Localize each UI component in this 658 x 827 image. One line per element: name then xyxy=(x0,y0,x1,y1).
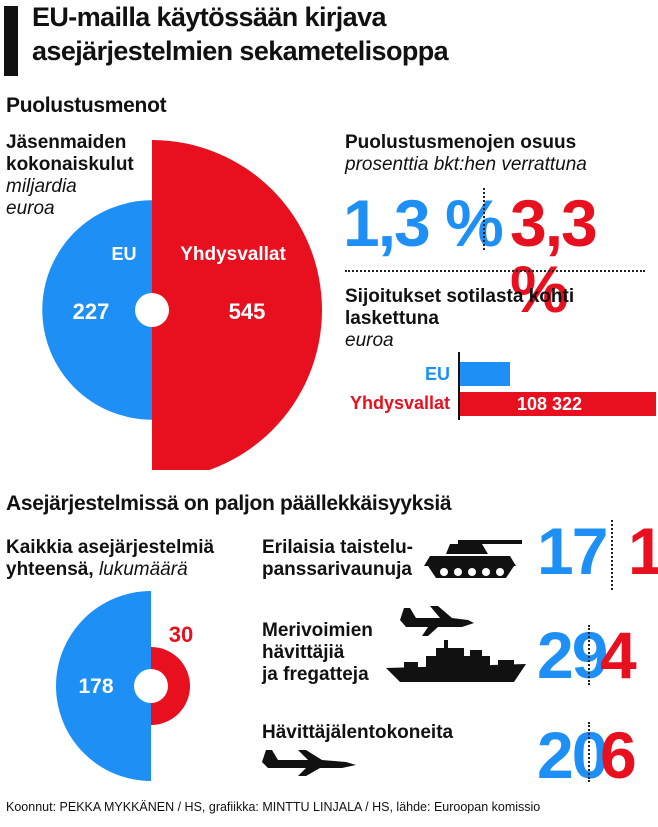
pie-center-hole xyxy=(134,669,168,703)
pie-value-eu: 178 xyxy=(78,675,113,698)
gdp-share-label: Puolustusmenojen osuus prosenttia bkt:he… xyxy=(345,132,587,176)
spending-pie-chart: EU Yhdysvallat 227 545 xyxy=(42,140,322,470)
per-soldier-label-line-1: Sijoitukset sotilasta kohti xyxy=(345,286,575,307)
spending-label: Jäsenmaiden kokonaiskulut miljardia euro… xyxy=(6,132,134,220)
bar-value-eu: 27 639 xyxy=(517,364,573,384)
page-title-line-2: asejärjestelmien sekametelisoppa xyxy=(32,36,449,66)
total-systems-label-line-1: Kaikkia asejärjestelmiä xyxy=(6,537,215,558)
systems-divider-3 xyxy=(588,722,590,782)
page-title: EU-mailla käytössään kirjava asejärjeste… xyxy=(32,0,449,68)
bar-us xyxy=(460,392,656,416)
fighter-jet-icon xyxy=(400,606,474,636)
per-soldier-label: Sijoitukset sotilasta kohti laskettuna e… xyxy=(345,286,574,352)
row-tanks-label-line-2: panssarivaunuja xyxy=(262,559,412,580)
total-systems-label-unit: lukumäärä xyxy=(98,559,188,580)
spending-label-line-1: Jäsenmaiden xyxy=(6,132,127,153)
per-soldier-label-unit: euroa xyxy=(345,330,394,351)
gdp-share-divider xyxy=(483,188,485,250)
pie-label-eu: EU xyxy=(111,244,136,264)
systems-divider-2 xyxy=(588,625,590,685)
row-tanks-label-line-1: Erilaisia taistelu- xyxy=(262,537,414,558)
page-title-line-1: EU-mailla käytössään kirjava xyxy=(32,2,387,32)
tank-icon xyxy=(424,540,522,578)
row-tanks-label: Erilaisia taistelu- panssarivaunuja xyxy=(262,537,413,581)
gdp-share-eu: 1,3 % xyxy=(343,186,504,260)
row-fighters-label-line-1: Hävittäjälentokoneita xyxy=(262,722,454,743)
pie-slice-eu xyxy=(56,591,151,781)
systems-pie-chart: 178 30 xyxy=(56,591,193,781)
pie-value-eu: 227 xyxy=(73,299,110,324)
row-fighters-us: 6 xyxy=(600,718,637,792)
total-systems-label: Kaikkia asejärjestelmiä yhteensä, lukumä… xyxy=(6,537,214,581)
row-fighters-eu: 20 xyxy=(537,718,608,792)
section-divider-1 xyxy=(345,270,645,272)
row-naval-label-line-3: ja fregatteja xyxy=(262,664,369,685)
spending-label-line-2: kokonaiskulut xyxy=(6,154,134,175)
spending-label-unit-2: euroa xyxy=(6,198,55,219)
row-naval-label: Merivoimien hävittäjiä ja fregatteja xyxy=(262,620,373,686)
total-systems-label-line-2: yhteensä, xyxy=(6,559,99,580)
defense-spending-heading: Puolustusmenot xyxy=(6,94,167,117)
pie-value-us: 30 xyxy=(169,622,193,647)
per-soldier-label-line-2: laskettuna xyxy=(345,308,439,329)
bar-chart-axis xyxy=(458,352,460,420)
row-naval-us: 4 xyxy=(600,618,637,692)
pie-slice-us xyxy=(152,140,322,470)
row-naval-label-line-1: Merivoimien xyxy=(262,620,373,641)
pie-slice-eu xyxy=(42,200,152,420)
pie-value-us: 545 xyxy=(229,299,266,324)
spending-label-unit-1: miljardia xyxy=(6,176,77,197)
row-fighters-label: Hävittäjälentokoneita xyxy=(262,722,453,744)
row-tanks-us: 1 xyxy=(628,514,658,588)
bar-label-us: Yhdysvallat xyxy=(349,393,450,413)
frigate-icon xyxy=(386,640,526,682)
row-tanks-eu: 17 xyxy=(537,514,608,588)
bar-eu xyxy=(460,362,510,386)
gdp-share-label-title: Puolustusmenojen osuus xyxy=(345,132,577,153)
gdp-share-label-unit: prosenttia bkt:hen verrattuna xyxy=(345,154,587,175)
systems-divider-1 xyxy=(611,520,613,590)
fighter-jet-icon xyxy=(262,750,356,776)
pie-slice-us xyxy=(151,646,191,726)
row-naval-eu: 29 xyxy=(537,618,608,692)
gdp-share-us: 3,3 % xyxy=(510,186,598,326)
source-credit: Koonnut: PEKKA MYKKÄNEN / HS, grafiikka:… xyxy=(6,800,541,814)
pie-label-us: Yhdysvallat xyxy=(180,244,286,265)
bar-value-us: 108 322 xyxy=(517,394,583,414)
bar-label-eu: EU xyxy=(424,364,450,384)
title-accent-bar xyxy=(4,6,18,76)
pie-center-hole xyxy=(135,293,169,327)
systems-heading: Asejärjestelmissä on paljon päällekkäisy… xyxy=(6,492,452,515)
row-naval-label-line-2: hävittäjiä xyxy=(262,642,345,663)
